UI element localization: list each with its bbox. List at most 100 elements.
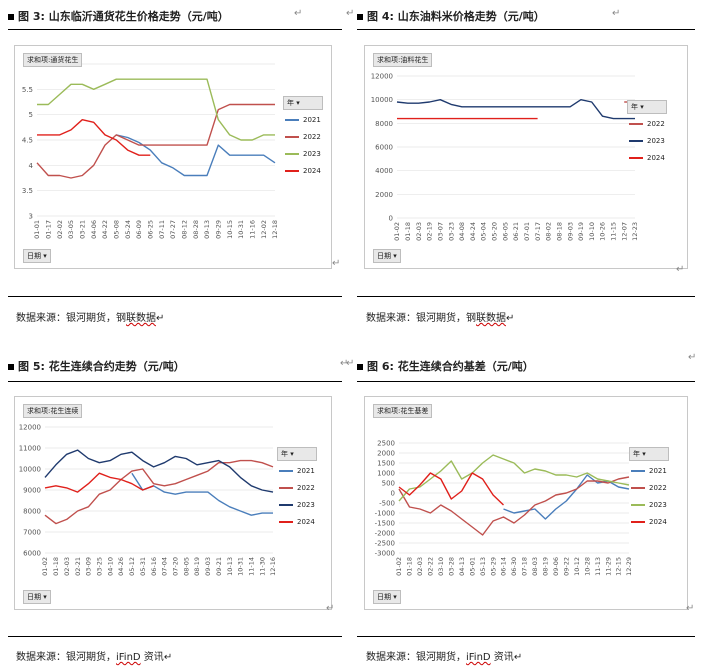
x-tick-label: 03-25 bbox=[95, 557, 103, 576]
x-tick-label: 07-20 bbox=[171, 557, 179, 576]
y-tick-label: 12000 bbox=[371, 73, 393, 81]
return-mark: ↵ bbox=[294, 8, 303, 19]
x-tick-label: 04-26 bbox=[117, 557, 125, 576]
y-tick-label: 1500 bbox=[377, 460, 395, 468]
x-tick-label: 06-16 bbox=[150, 557, 158, 576]
x-tick-label: 11-15 bbox=[610, 222, 618, 241]
bullet-square-icon bbox=[8, 364, 14, 370]
legend-label: 2023 bbox=[297, 501, 315, 509]
y-tick-label: 2000 bbox=[375, 191, 393, 199]
x-tick-label: 05-08 bbox=[113, 220, 121, 239]
x-tick-label: 10-15 bbox=[226, 220, 234, 239]
x-tick-label: 09-19 bbox=[577, 222, 585, 241]
x-tick-label: 10-12 bbox=[573, 557, 581, 576]
y-tick-label: 6000 bbox=[23, 550, 41, 558]
axis-field-button[interactable]: 日期 ▾ bbox=[373, 590, 401, 604]
y-tick-label: 10000 bbox=[19, 466, 41, 474]
legend-label: 2023 bbox=[649, 501, 667, 509]
x-tick-label: 02-22 bbox=[427, 557, 435, 576]
legend-swatch bbox=[631, 470, 645, 472]
value-field-button[interactable]: 求和项:花生连续 bbox=[23, 404, 83, 418]
x-tick-label: 02-03 bbox=[63, 557, 71, 576]
legend-field-button[interactable]: 年 ▾ bbox=[627, 100, 667, 114]
value-field-button[interactable]: 求和项:油料花生 bbox=[373, 53, 433, 67]
legend-label: 2023 bbox=[303, 150, 321, 158]
legend-field-button[interactable]: 年 ▾ bbox=[629, 447, 669, 461]
axis-field-button[interactable]: 日期 ▾ bbox=[373, 249, 401, 263]
x-tick-label: 11-14 bbox=[247, 557, 255, 576]
legend-label: 2021 bbox=[303, 116, 321, 124]
fig5-caption: 图 5: 花生连续合约走势（元/吨） bbox=[8, 358, 185, 374]
value-field-button[interactable]: 求和项:通货花生 bbox=[23, 53, 83, 67]
x-tick-label: 11-29 bbox=[604, 557, 612, 576]
return-mark: ↵ bbox=[676, 264, 685, 275]
return-mark: ↵ bbox=[332, 258, 341, 269]
x-tick-label: 11-30 bbox=[258, 557, 266, 576]
series-line-2023 bbox=[396, 99, 635, 120]
x-tick-label: 03-23 bbox=[447, 222, 455, 241]
x-tick-label: 07-17 bbox=[534, 222, 542, 241]
x-tick-label: 06-25 bbox=[147, 220, 155, 239]
x-tick-label: 06-14 bbox=[500, 557, 508, 576]
legend-swatch bbox=[279, 487, 293, 489]
fig3-caption: 图 3: 山东临沂通货花生价格走势（元/吨） bbox=[8, 8, 229, 24]
y-tick-label: 11000 bbox=[19, 445, 41, 453]
y-tick-label: 5 bbox=[29, 111, 33, 119]
x-tick-label: 12-16 bbox=[269, 557, 277, 576]
y-tick-label: 1000 bbox=[377, 470, 395, 478]
legend-item-2023: 2023 bbox=[285, 150, 321, 158]
x-tick-label: 03-21 bbox=[79, 220, 87, 239]
y-tick-label: -1000 bbox=[375, 510, 395, 518]
return-mark: ↵ bbox=[326, 603, 335, 614]
x-tick-label: 08-18 bbox=[555, 222, 563, 241]
fig4-caption: 图 4: 山东油料米价格走势（元/吨） bbox=[357, 8, 545, 24]
fig6-source: 数据来源：银河期货，iFinD 资讯↵ bbox=[366, 652, 523, 663]
x-tick-label: 05-24 bbox=[124, 220, 132, 239]
x-tick-label: 10-31 bbox=[237, 557, 245, 576]
plot-svg: 33.544.555.5601-0101-1702-0203-0503-2104… bbox=[22, 61, 279, 239]
series-line-2022 bbox=[398, 476, 630, 536]
legend-label: 2024 bbox=[303, 167, 321, 175]
bullet-square-icon bbox=[357, 364, 363, 370]
x-tick-label: 07-18 bbox=[521, 557, 529, 576]
legend-item-2022: 2022 bbox=[285, 133, 321, 141]
x-tick-label: 04-08 bbox=[458, 222, 466, 241]
x-tick-label: 06-09 bbox=[135, 220, 143, 239]
x-tick-label: 02-03 bbox=[416, 557, 424, 576]
y-tick-label: 3 bbox=[29, 213, 33, 221]
x-tick-label: 08-19 bbox=[542, 557, 550, 576]
x-tick-label: 02-19 bbox=[426, 222, 434, 241]
legend-item-2024: 2024 bbox=[279, 518, 315, 526]
bullet-square-icon bbox=[357, 14, 363, 20]
source-rule bbox=[8, 296, 342, 297]
series-line-2022 bbox=[44, 459, 274, 525]
x-tick-label: 12-23 bbox=[631, 222, 639, 241]
chart-fig6: -3000 -2500 -2000 -1500 -1000 -500 0 500 1000 150… bbox=[364, 396, 688, 610]
axis-field-button[interactable]: 日期 ▾ bbox=[23, 249, 51, 263]
y-tick-label: -3000 bbox=[375, 550, 395, 558]
x-tick-label: 08-02 bbox=[545, 222, 553, 241]
legend-field-button[interactable]: 年 ▾ bbox=[277, 447, 317, 461]
x-tick-label: 04-10 bbox=[106, 557, 114, 576]
x-tick-label: 04-13 bbox=[458, 557, 466, 576]
legend-label: 2022 bbox=[649, 484, 667, 492]
source-rule bbox=[357, 296, 695, 297]
caption-rule bbox=[357, 381, 695, 382]
legend-field-button[interactable]: 年 ▾ bbox=[283, 96, 323, 110]
x-tick-label: 10-10 bbox=[588, 222, 596, 241]
legend-label: 2024 bbox=[297, 518, 315, 526]
x-tick-label: 12-02 bbox=[260, 220, 268, 239]
fig3-source: 数据来源：银河期货，钢联数据↵ bbox=[16, 313, 165, 324]
legend-swatch bbox=[285, 170, 299, 172]
legend-label: 2024 bbox=[647, 154, 665, 162]
x-tick-label: 08-28 bbox=[192, 220, 200, 239]
x-tick-label: 05-01 bbox=[468, 557, 476, 576]
x-tick-label: 01-18 bbox=[404, 222, 412, 241]
plot-svg: 6000 7000 8000 9000 10000 11000 12000 01-02 01-1… bbox=[19, 424, 277, 576]
value-field-button[interactable]: 求和项:花生基差 bbox=[373, 404, 433, 418]
series-line-2021 bbox=[131, 472, 273, 516]
axis-field-button[interactable]: 日期 ▾ bbox=[23, 590, 51, 604]
legend-swatch bbox=[631, 521, 645, 523]
x-tick-label: 05-12 bbox=[128, 557, 136, 576]
legend-label: 2022 bbox=[647, 120, 665, 128]
